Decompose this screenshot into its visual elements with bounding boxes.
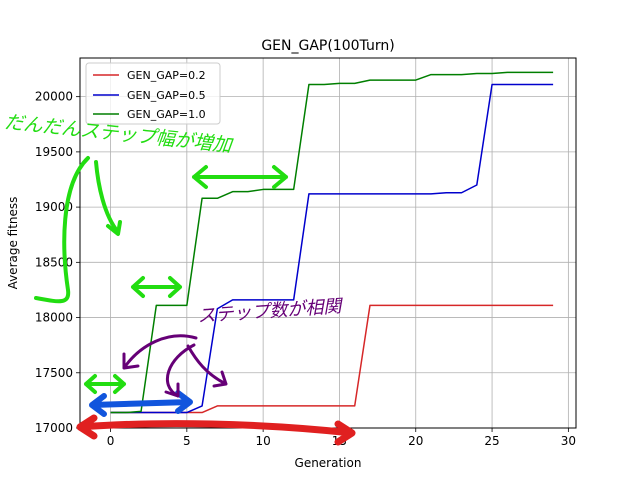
green-pointer-line <box>94 160 122 236</box>
series-line-1 <box>110 83 554 414</box>
green-double-arrow-small <box>84 374 126 394</box>
y-tick-label: 17500 <box>35 366 73 380</box>
legend-label-1: GEN_GAP=0.5 <box>127 89 206 102</box>
red-double-arrow <box>76 414 356 446</box>
y-tick-label: 19500 <box>35 145 73 159</box>
purple-arrow-right <box>186 344 228 388</box>
y-tick-label: 18000 <box>35 311 73 325</box>
green-double-arrow-large <box>192 165 288 189</box>
y-tick-label: 20000 <box>35 90 73 104</box>
series-layer <box>110 71 554 414</box>
purple-arrow-left <box>122 334 198 370</box>
x-tick-label: 5 <box>183 434 191 448</box>
green-double-arrow-medium <box>131 276 182 298</box>
series-line-2 <box>110 71 554 414</box>
blue-double-arrow <box>89 390 193 417</box>
chart-title: GEN_GAP(100Turn) <box>261 38 394 54</box>
x-tick-label: 30 <box>561 434 576 448</box>
y-axis-label: Average fitness <box>6 197 20 290</box>
green-bracket-curve <box>34 156 90 304</box>
x-tick-label: 0 <box>107 434 115 448</box>
purple-arrow-middle <box>164 343 196 398</box>
legend: GEN_GAP=0.2 GEN_GAP=0.5 GEN_GAP=1.0 <box>85 62 221 125</box>
legend-label-2: GEN_GAP=1.0 <box>127 108 206 121</box>
x-tick-label: 20 <box>408 434 423 448</box>
y-tick-label: 19000 <box>35 200 73 214</box>
legend-box <box>85 62 221 125</box>
legend-label-0: GEN_GAP=0.2 <box>127 69 206 82</box>
y-tick-label: 17000 <box>35 421 73 435</box>
x-tick-label: 25 <box>484 434 499 448</box>
x-tick-label: 10 <box>255 434 270 448</box>
x-axis-label: Generation <box>295 456 362 470</box>
